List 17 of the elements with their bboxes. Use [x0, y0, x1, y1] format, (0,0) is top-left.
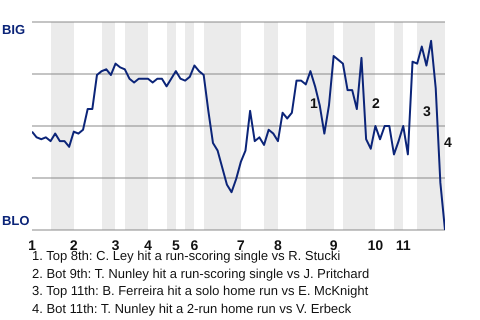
text: 3. Top 11th: B. Ferreira hit a solo home run vs E. McKnight — [32, 282, 370, 300]
annotation: 3 — [423, 103, 431, 119]
x-tick-label: 5 — [172, 237, 180, 253]
x-tick-label: 11 — [396, 237, 411, 253]
annotation: 1 — [310, 95, 318, 111]
annotation: 2 — [372, 95, 380, 111]
x-tick-label: 9 — [330, 237, 338, 253]
x-tick-label: 6 — [190, 237, 199, 253]
text: 2. Bot 9th: T. Nunley hit a run-scoring single vs J. Pritchard — [32, 264, 370, 282]
text: 4. Bot 11th: T. Nunley hit a 2-run home run vs V. Erbeck — [32, 300, 352, 318]
x-tick-label: 3 — [112, 237, 120, 253]
text: BLO — [2, 213, 30, 228]
text: BIG — [2, 22, 26, 37]
x-tick-label: 8 — [274, 237, 282, 253]
x-tick-label: 7 — [236, 237, 245, 253]
annotation: 4 — [444, 134, 452, 150]
x-tick-label: 10 — [368, 237, 384, 253]
